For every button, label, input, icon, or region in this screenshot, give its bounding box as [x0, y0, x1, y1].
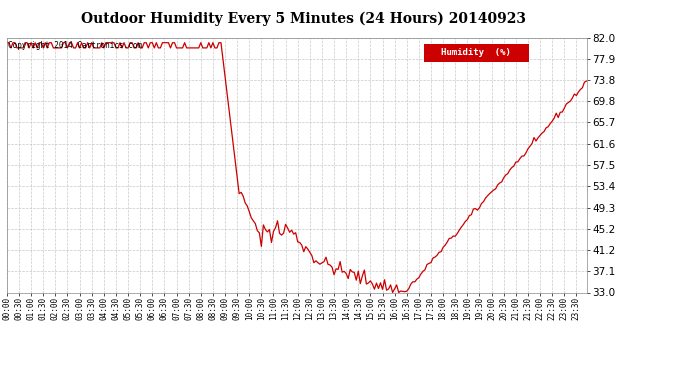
Text: Copyright 2014 Cartronics.com: Copyright 2014 Cartronics.com [8, 41, 142, 50]
Text: Outdoor Humidity Every 5 Minutes (24 Hours) 20140923: Outdoor Humidity Every 5 Minutes (24 Hou… [81, 11, 526, 26]
